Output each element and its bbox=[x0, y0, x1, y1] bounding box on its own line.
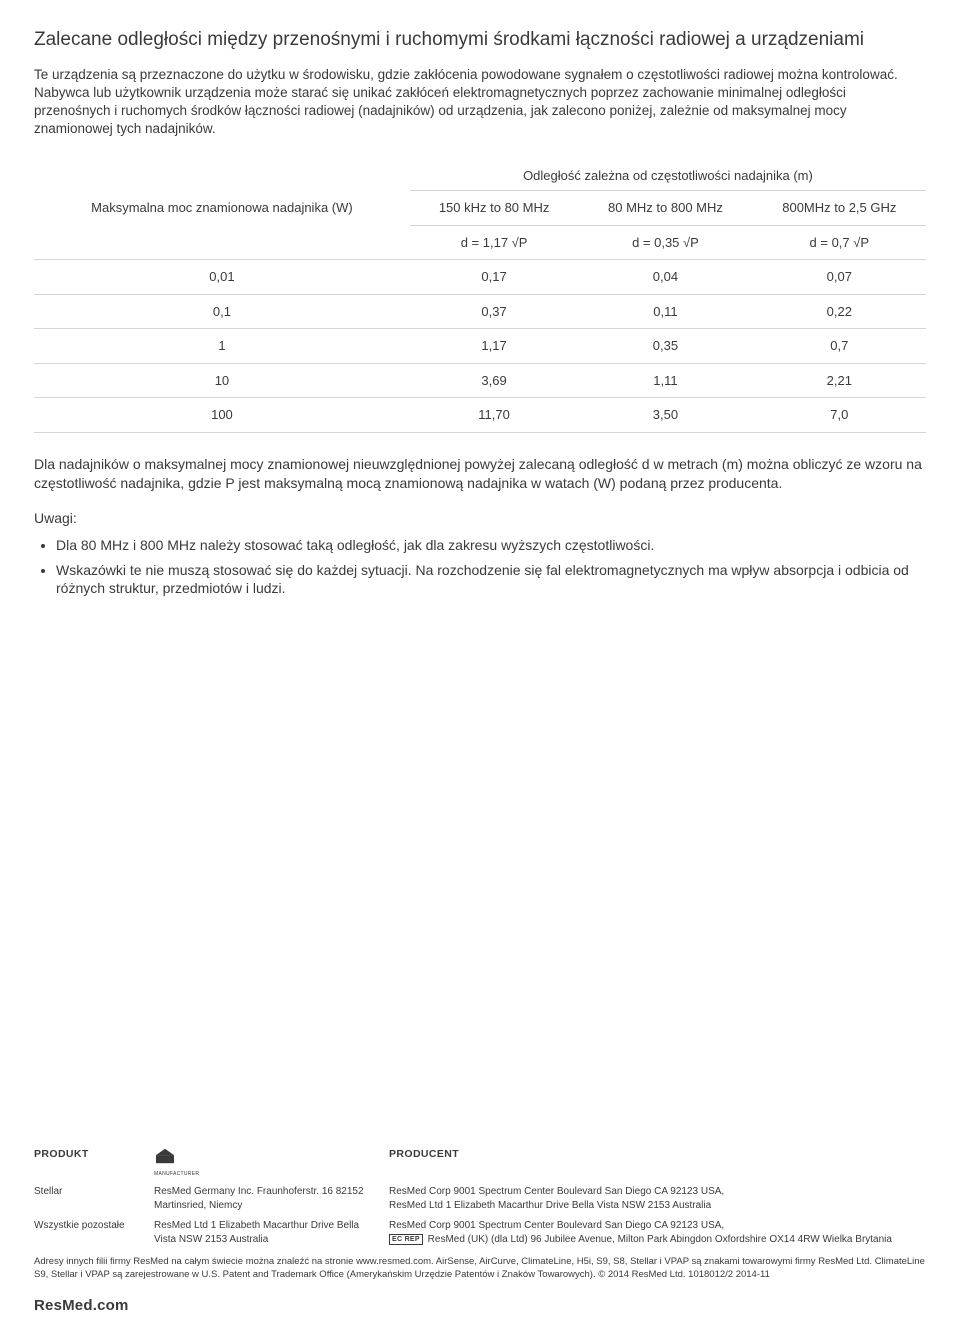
table-row: 0,10,370,110,22 bbox=[34, 294, 926, 329]
table-formula: d = 0,7 √P bbox=[753, 225, 926, 260]
table-cell-power: 0,1 bbox=[34, 294, 410, 329]
table-formula: d = 0,35 √P bbox=[578, 225, 752, 260]
table-cell-power: 100 bbox=[34, 398, 410, 433]
table-cell-value: 7,0 bbox=[753, 398, 926, 433]
footer-legal-text: Adresy innych filii firmy ResMed na cały… bbox=[34, 1256, 926, 1282]
table-formula: d = 1,17 √P bbox=[410, 225, 578, 260]
table-cell-value: 1,11 bbox=[578, 363, 752, 398]
table-col-header: 150 kHz to 80 MHz bbox=[410, 191, 578, 226]
table-cell-value: 2,21 bbox=[753, 363, 926, 398]
footer-product-name: Wszystkie pozostałe bbox=[34, 1219, 144, 1233]
distance-table: Maksymalna moc znamionowa nadajnika (W) … bbox=[34, 157, 926, 433]
notes-list: Dla 80 MHz i 800 MHz należy stosować tak… bbox=[34, 536, 926, 599]
manufacturer-icon-label: MANUFACTURER bbox=[154, 1171, 379, 1178]
page-title: Zalecane odległości między przenośnymi i… bbox=[34, 28, 926, 52]
footer-producer-line: ResMed (UK) (dla Ltd) 96 Jubilee Avenue,… bbox=[428, 1234, 892, 1245]
table-cell-power: 10 bbox=[34, 363, 410, 398]
manufacturer-icon: MANUFACTURER bbox=[154, 1147, 379, 1178]
table-cell-value: 11,70 bbox=[410, 398, 578, 433]
footer-manufacturer-address: ResMed Germany Inc. Fraunhoferstr. 16 82… bbox=[154, 1185, 379, 1212]
list-item: Dla 80 MHz i 800 MHz należy stosować tak… bbox=[56, 536, 926, 555]
table-row-header-label: Maksymalna moc znamionowa nadajnika (W) bbox=[34, 157, 410, 260]
footer-product-name: Stellar bbox=[34, 1185, 144, 1199]
intro-text: Te urządzenia są przeznaczone do użytku … bbox=[34, 66, 926, 139]
table-cell-power: 1 bbox=[34, 329, 410, 364]
table-cell-value: 0,11 bbox=[578, 294, 752, 329]
footer: PRODUKT MANUFACTURER PRODUCENT Stellar R… bbox=[34, 1147, 926, 1316]
table-cell-value: 0,35 bbox=[578, 329, 752, 364]
table-row: 103,691,112,21 bbox=[34, 363, 926, 398]
table-cell-value: 3,69 bbox=[410, 363, 578, 398]
footer-producer-address: ResMed Corp 9001 Spectrum Center Bouleva… bbox=[389, 1219, 926, 1246]
footer-producer-heading: PRODUCENT bbox=[389, 1147, 926, 1161]
table-cell-value: 0,04 bbox=[578, 260, 752, 295]
notes-label: Uwagi: bbox=[34, 509, 926, 528]
footer-producer-address: ResMed Corp 9001 Spectrum Center Bouleva… bbox=[389, 1185, 926, 1212]
table-row: 0,010,170,040,07 bbox=[34, 260, 926, 295]
table-cell-value: 0,07 bbox=[753, 260, 926, 295]
list-item: Wskazówki te nie muszą stosować się do k… bbox=[56, 561, 926, 599]
table-cell-power: 0,01 bbox=[34, 260, 410, 295]
table-row: 11,170,350,7 bbox=[34, 329, 926, 364]
footer-product-heading: PRODUKT bbox=[34, 1147, 144, 1161]
table-cell-value: 0,37 bbox=[410, 294, 578, 329]
table-cell-value: 0,22 bbox=[753, 294, 926, 329]
table-cell-value: 0,7 bbox=[753, 329, 926, 364]
table-super-header: Odległość zależna od częstotliwości nada… bbox=[410, 157, 926, 191]
table-body: 0,010,170,040,070,10,370,110,2211,170,35… bbox=[34, 260, 926, 433]
footer-producer-line: ResMed Corp 9001 Spectrum Center Bouleva… bbox=[389, 1220, 724, 1231]
table-row: 10011,703,507,0 bbox=[34, 398, 926, 433]
footer-brand: ResMed.com bbox=[34, 1296, 926, 1316]
table-col-header: 80 MHz to 800 MHz bbox=[578, 191, 752, 226]
table-cell-value: 1,17 bbox=[410, 329, 578, 364]
table-cell-value: 0,17 bbox=[410, 260, 578, 295]
table-cell-value: 3,50 bbox=[578, 398, 752, 433]
table-col-header: 800MHz to 2,5 GHz bbox=[753, 191, 926, 226]
post-table-text: Dla nadajników o maksymalnej mocy znamio… bbox=[34, 455, 926, 493]
footer-manufacturer-address: ResMed Ltd 1 Elizabeth Macarthur Drive B… bbox=[154, 1219, 379, 1246]
ec-rep-icon: EC REP bbox=[389, 1234, 423, 1245]
